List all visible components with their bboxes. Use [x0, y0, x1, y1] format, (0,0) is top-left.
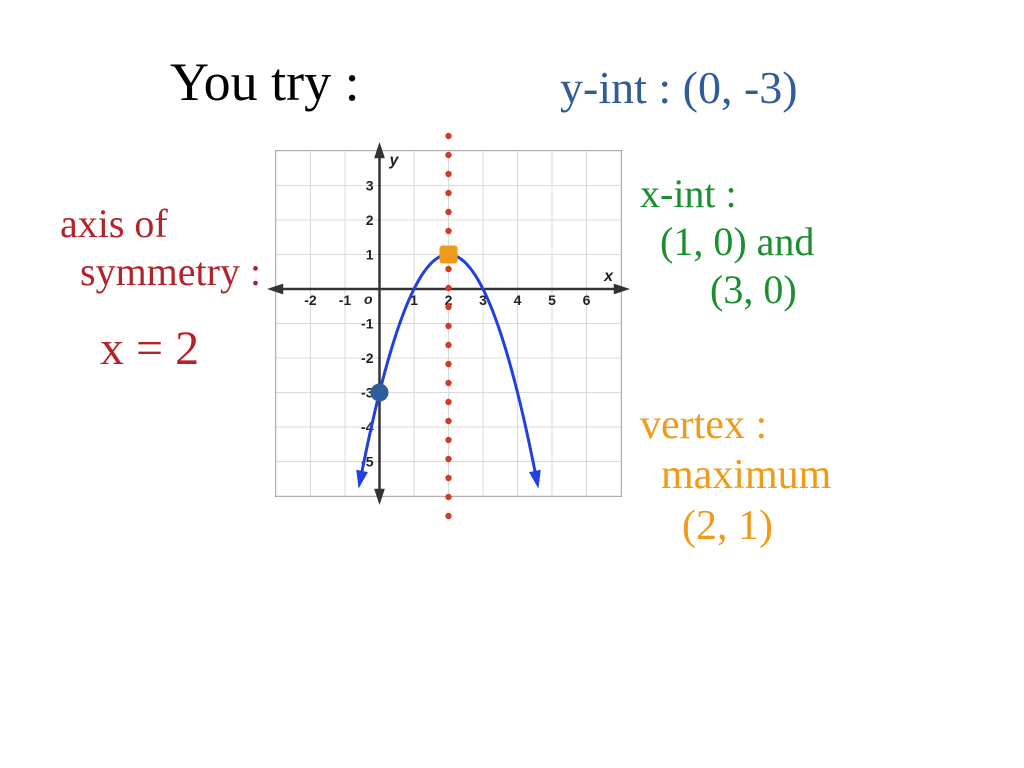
vertex-annotation: vertex : maximum (2, 1): [640, 400, 831, 551]
svg-text:-1: -1: [339, 292, 352, 308]
svg-text:4: 4: [514, 292, 522, 308]
title-text: You try :: [170, 50, 360, 115]
x-intercept-annotation: x-int : (1, 0) and (3, 0): [640, 170, 814, 314]
svg-text:-2: -2: [304, 292, 317, 308]
svg-text:2: 2: [366, 212, 374, 228]
axis-of-symmetry-label: axis of symmetry :: [60, 200, 261, 296]
svg-text:o: o: [364, 291, 373, 307]
svg-text:1: 1: [366, 247, 374, 263]
svg-text:3: 3: [366, 178, 374, 194]
y-intercept-annotation: y-int : (0, -3): [560, 60, 798, 115]
coordinate-graph: -2-1123456-5-4-3-2-1123oxy: [275, 150, 622, 497]
svg-text:-2: -2: [361, 350, 374, 366]
svg-text:x: x: [603, 268, 614, 285]
svg-text:6: 6: [583, 292, 591, 308]
svg-text:-1: -1: [361, 316, 374, 332]
axis-of-symmetry-value: x = 2: [100, 320, 199, 378]
diagram-canvas: You try : y-int : (0, -3) x-int : (1, 0)…: [0, 0, 1024, 768]
svg-text:5: 5: [548, 292, 556, 308]
svg-text:y: y: [389, 152, 400, 169]
